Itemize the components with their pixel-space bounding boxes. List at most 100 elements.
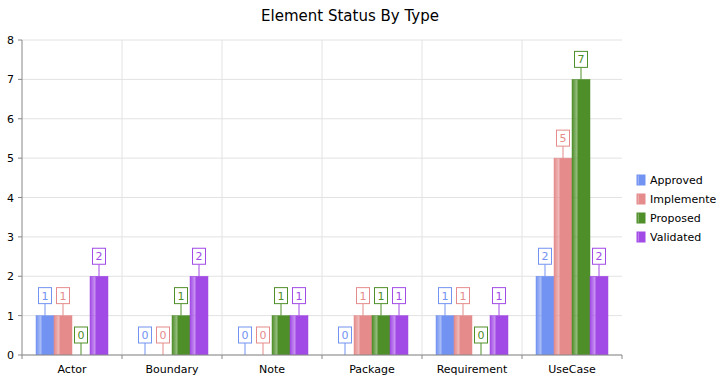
- y-tick-label: 8: [7, 34, 14, 47]
- y-tick-label: 1: [7, 310, 14, 323]
- bars: [36, 79, 608, 355]
- label-box: [557, 130, 570, 146]
- y-tick: [18, 79, 22, 80]
- data-label: 0: [160, 329, 167, 342]
- label-leader: [599, 264, 600, 276]
- label-box: [239, 327, 252, 343]
- label-box: [93, 248, 106, 264]
- label-box: [193, 248, 206, 264]
- x-tick: [222, 355, 223, 359]
- bar: [54, 316, 72, 355]
- data-label: 5: [560, 132, 567, 145]
- label-leader: [99, 264, 100, 276]
- x-tick: [422, 355, 423, 359]
- label-leader: [481, 343, 482, 355]
- data-label: 2: [596, 250, 603, 263]
- label-leader: [245, 343, 246, 355]
- bar: [536, 276, 554, 355]
- y-tick: [18, 236, 22, 237]
- y-tick-label: 7: [7, 73, 14, 86]
- label-box: [439, 288, 452, 304]
- legend-label: Proposed: [650, 212, 701, 225]
- y-tick: [18, 315, 22, 316]
- data-label: 0: [478, 329, 485, 342]
- data-label: 1: [296, 290, 303, 303]
- data-label: 0: [342, 329, 349, 342]
- label-box: [257, 327, 270, 343]
- y-tick: [18, 118, 22, 119]
- data-label: 2: [196, 250, 203, 263]
- bar: [190, 276, 208, 355]
- y-tick: [18, 158, 22, 159]
- bar: [172, 316, 190, 355]
- grid-line-v: [322, 40, 323, 355]
- legend: Approved Implemented Proposed Validated: [637, 174, 716, 244]
- data-label: 1: [60, 290, 67, 303]
- data-label: 1: [460, 290, 467, 303]
- bar: [590, 276, 608, 355]
- data-label: 1: [278, 290, 285, 303]
- label-box: [475, 327, 488, 343]
- y-tick-label: 5: [7, 152, 14, 165]
- label-leader: [263, 343, 264, 355]
- grid-line: [22, 355, 622, 356]
- bar: [390, 316, 408, 355]
- label-leader: [145, 343, 146, 355]
- data-label: 1: [378, 290, 385, 303]
- data-label: 0: [260, 329, 267, 342]
- legend-label: Validated: [650, 231, 701, 244]
- data-label: 2: [96, 250, 103, 263]
- x-tick-label: Package: [349, 363, 395, 376]
- label-leader: [399, 304, 400, 316]
- grid-line-v: [222, 40, 223, 355]
- bar: [290, 316, 308, 355]
- data-label: 7: [578, 53, 585, 66]
- data-label: 1: [442, 290, 449, 303]
- label-leader: [581, 67, 582, 79]
- legend-label: Approved: [650, 174, 703, 187]
- x-tick: [322, 355, 323, 359]
- y-tick-label: 2: [7, 270, 14, 283]
- data-label: 0: [78, 329, 85, 342]
- bar: [90, 276, 108, 355]
- bar: [372, 316, 390, 355]
- label-leader: [363, 304, 364, 316]
- x-tick: [122, 355, 123, 359]
- label-leader: [299, 304, 300, 316]
- label-box: [175, 288, 188, 304]
- x-tick-label: UseCase: [548, 363, 596, 376]
- x-axis: [22, 355, 622, 356]
- label-box: [39, 288, 52, 304]
- label-box: [75, 327, 88, 343]
- label-box: [393, 288, 406, 304]
- label-box: [275, 288, 288, 304]
- legend-swatch: [637, 232, 645, 242]
- label-leader: [163, 343, 164, 355]
- x-tick-label: Requirement: [437, 363, 508, 376]
- label-box: [157, 327, 170, 343]
- legend-label: Implemented: [650, 193, 716, 206]
- label-box: [593, 248, 606, 264]
- label-box: [575, 51, 588, 67]
- bar: [436, 316, 454, 355]
- x-tick-label: Note: [259, 363, 285, 376]
- y-tick: [18, 276, 22, 277]
- label-leader: [563, 146, 564, 158]
- data-label: 1: [396, 290, 403, 303]
- data-label: 0: [242, 329, 249, 342]
- y-tick-label: 3: [7, 231, 14, 244]
- label-box: [357, 288, 370, 304]
- y-tick-label: 4: [7, 192, 14, 205]
- bar: [454, 316, 472, 355]
- y-tick: [18, 197, 22, 198]
- data-label: 1: [42, 290, 49, 303]
- label-leader: [281, 304, 282, 316]
- legend-swatch: [637, 213, 645, 223]
- bar: [554, 158, 572, 355]
- label-leader: [499, 304, 500, 316]
- x-tick: [622, 355, 623, 359]
- data-label: 1: [360, 290, 367, 303]
- x-tick: [522, 355, 523, 359]
- y-tick-label: 6: [7, 113, 14, 126]
- data-label: 1: [496, 290, 503, 303]
